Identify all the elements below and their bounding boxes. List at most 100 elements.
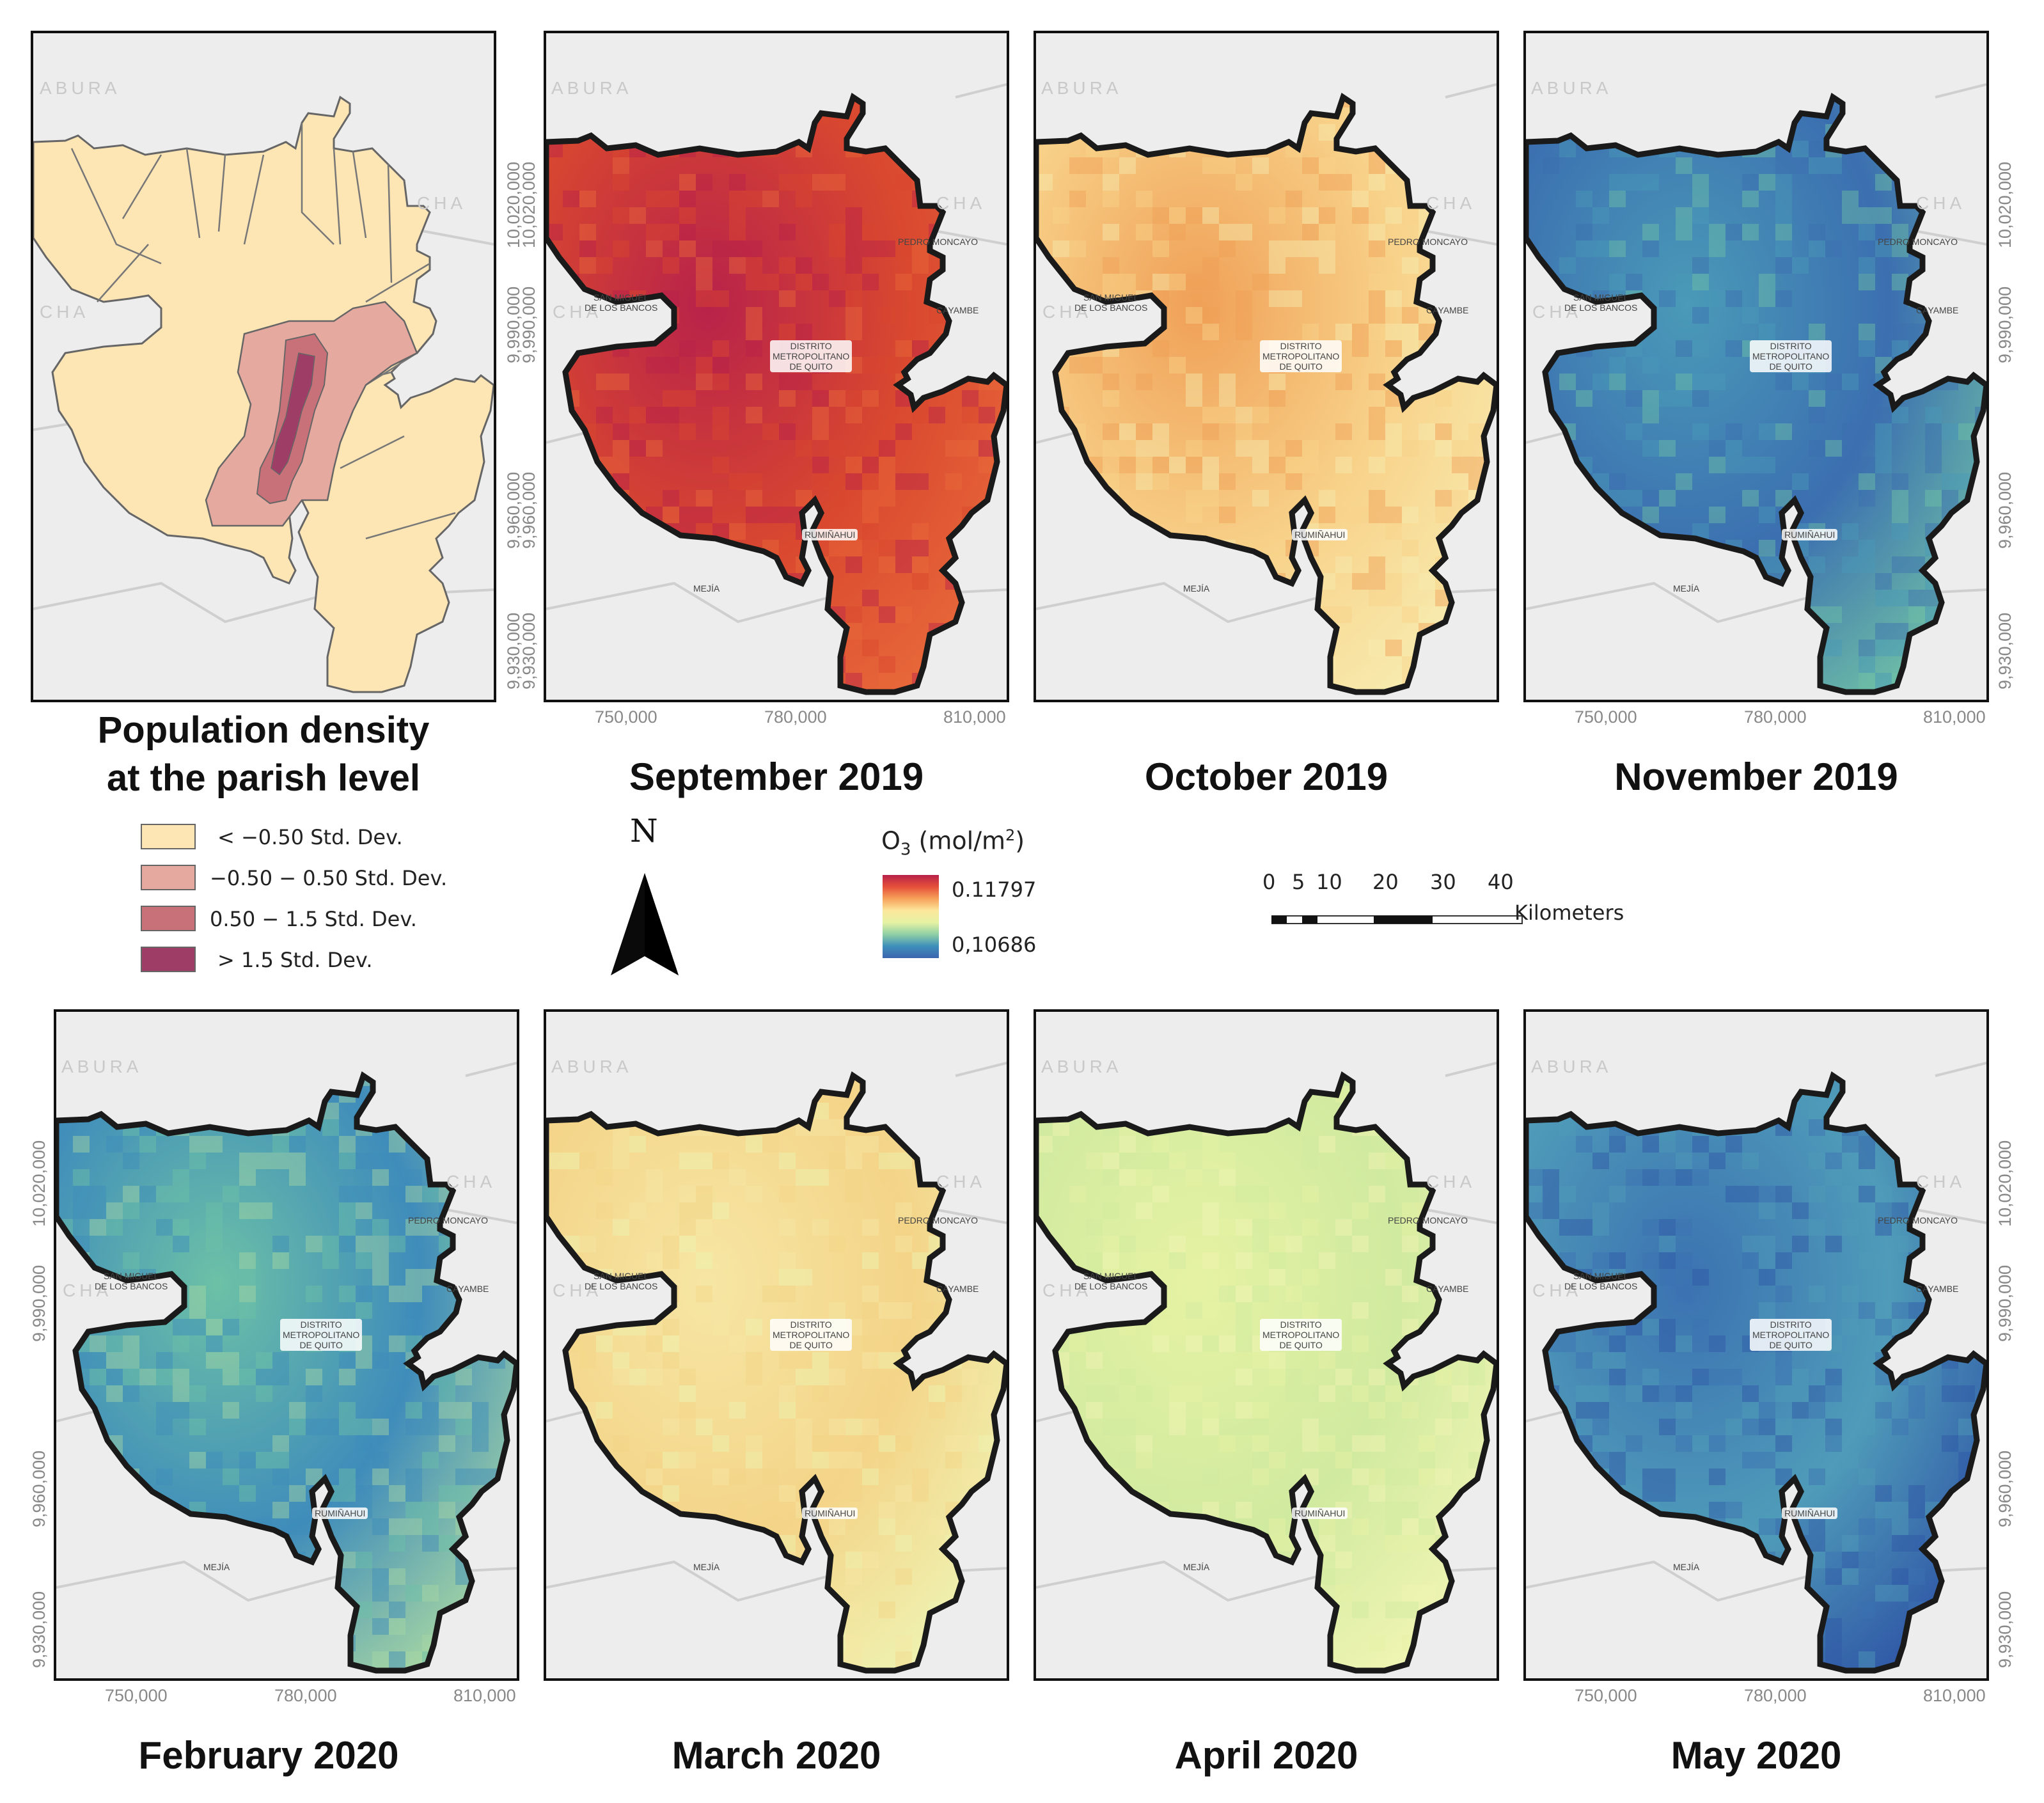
place-label-cayambe: CAYAMBE: [936, 1284, 979, 1294]
place-label-san_miguel: SAN MIGUEL DE LOS BANCOS: [95, 1271, 168, 1292]
north-arrow-icon: [611, 873, 679, 975]
place-label-cayambe: CAYAMBE: [936, 305, 979, 315]
y-tick-feb2020-2: 9,960,000: [29, 1450, 49, 1527]
cha-label: CHA: [417, 193, 467, 213]
cha-label-2: CHA: [1042, 302, 1092, 322]
y-tick-feb2020-1: 9,990,000: [29, 1264, 49, 1342]
place-label-district: DISTRITO METROPOLITANO DE QUITO: [280, 1319, 363, 1351]
y-tick-nov2019-0: 10,020,000: [1995, 161, 2015, 248]
title-may2020: May 2020: [1671, 1734, 1842, 1777]
place-label-san_miguel: SAN MIGUEL DE LOS BANCOS: [1074, 1271, 1148, 1292]
place-label-san_miguel: SAN MIGUEL DE LOS BANCOS: [1564, 292, 1638, 313]
x-tick-nov2019-0: 750,000: [1575, 707, 1637, 727]
legend-swatch-4: [141, 947, 196, 972]
abura-label-0: ABURA: [1531, 1057, 1612, 1076]
scale-tick-10: 10: [1316, 870, 1342, 894]
place-label-district: DISTRITO METROPOLITANO DE QUITO: [1750, 340, 1832, 373]
abura-label-0: ABURA: [61, 1057, 143, 1076]
cha-label-1: CHA: [1426, 193, 1476, 213]
place-label-mejia: MEJÍA: [1183, 1562, 1210, 1572]
place-label-district: DISTRITO METROPOLITANO DE QUITO: [770, 340, 853, 373]
north-label: N: [630, 812, 658, 849]
cha-label-2: CHA: [63, 1280, 113, 1300]
o3-raster-may2020: [1526, 1062, 1986, 1678]
o3-raster-mar2020: [546, 1062, 1007, 1678]
x-tick-feb2020-1: 780,000: [274, 1686, 337, 1705]
legend-swatch-3: [141, 906, 196, 931]
cha-label-1: CHA: [1916, 1172, 1966, 1192]
o3-legend-min: 0,10686: [952, 933, 1037, 957]
x-tick-nov2019-1: 780,000: [1744, 707, 1807, 727]
legend-label-1: < −0.50 Std. Dev.: [217, 825, 403, 849]
cha-label-1: CHA: [1426, 1172, 1476, 1192]
legend-label-2: −0.50 − 0.50 Std. Dev.: [210, 866, 448, 890]
y-tick-pop-2: 9,960,000: [504, 471, 523, 549]
x-tick-sep2019-0: 750,000: [595, 707, 657, 727]
abura-label-0: ABURA: [1531, 78, 1612, 98]
scale-tick-5: 5: [1292, 870, 1305, 894]
abura-label: ABURA: [40, 78, 121, 98]
place-label-san_miguel: SAN MIGUEL DE LOS BANCOS: [585, 1271, 658, 1292]
title-sep2019: September 2019: [629, 755, 924, 798]
place-label-pedro_moncayo: PEDRO MONCAYO: [898, 1215, 978, 1225]
population-map-svg: [33, 96, 494, 693]
map-panel-apr2020: ABURA CHA CHA SAN MIGUEL DE LOS BANCOS DISTR…: [1034, 1009, 1499, 1681]
title-oct2019: October 2019: [1144, 755, 1388, 798]
place-label-rumiñahui: RUMIÑAHUI: [1782, 1508, 1838, 1520]
title-feb2020: February 2020: [138, 1734, 399, 1777]
cha-label-2: CHA: [1532, 302, 1582, 322]
place-label-district: DISTRITO METROPOLITANO DE QUITO: [1750, 1319, 1832, 1351]
o3-legend-max: 0.11797: [952, 878, 1037, 902]
place-label-rumiñahui: RUMIÑAHUI: [1292, 1508, 1348, 1520]
place-label-pedro_moncayo: PEDRO MONCAYO: [898, 237, 978, 247]
cha-label-1: CHA: [936, 193, 986, 213]
y-tick-may2020-0: 10,020,000: [1995, 1140, 2015, 1227]
place-label-pedro_moncayo: PEDRO MONCAYO: [408, 1215, 488, 1225]
place-label-mejia: MEJÍA: [693, 583, 720, 594]
place-label-rumiñahui: RUMIÑAHUI: [802, 529, 858, 541]
cha-label-2: CHA: [1042, 1280, 1092, 1300]
place-label-pedro_moncayo: PEDRO MONCAYO: [1878, 1215, 1958, 1225]
cha-label-1: CHA: [1916, 193, 1966, 213]
legend-label-3: 0.50 − 1.5 Std. Dev.: [210, 907, 417, 931]
x-tick-may2020-1: 780,000: [1744, 1686, 1807, 1705]
x-tick-sep2019-1: 780,000: [764, 707, 827, 727]
x-tick-nov2019-2: 810,000: [1923, 707, 1986, 727]
abura-label-0: ABURA: [1041, 78, 1122, 98]
place-label-pedro_moncayo: PEDRO MONCAYO: [1388, 237, 1468, 247]
abura-label-0: ABURA: [551, 78, 633, 98]
place-label-mejia: MEJÍA: [693, 1562, 720, 1572]
x-tick-may2020-2: 810,000: [1923, 1686, 1986, 1705]
place-label-pedro_moncayo: PEDRO MONCAYO: [1388, 1215, 1468, 1225]
y-tick-pop-0: 10,020,000: [504, 161, 523, 248]
legend-swatch-2: [141, 865, 196, 890]
o3-raster-feb2020: [56, 1062, 517, 1678]
o3-colorbar: [883, 875, 939, 958]
place-label-rumiñahui: RUMIÑAHUI: [312, 1508, 368, 1520]
map-panel-mar2020: ABURA CHA CHA SAN MIGUEL DE LOS BANCOS DISTR…: [544, 1009, 1009, 1681]
y-tick-pop-3: 9,930,000: [504, 612, 523, 689]
map-panel-may2020: ABURA CHA CHA SAN MIGUEL DE LOS BANCOS DISTR…: [1523, 1009, 1989, 1681]
place-label-mejia: MEJÍA: [1673, 1562, 1700, 1572]
place-label-pedro_moncayo: PEDRO MONCAYO: [1878, 237, 1958, 247]
y-tick-pop-1: 9,990,000: [504, 286, 523, 363]
map-panel-oct2019: ABURA CHA CHA SAN MIGUEL DE LOS BANCOS DISTR…: [1034, 31, 1499, 702]
title-apr2020: April 2020: [1174, 1734, 1358, 1777]
y-tick-nov2019-2: 9,960,000: [1995, 471, 2015, 549]
place-label-district: DISTRITO METROPOLITANO DE QUITO: [770, 1319, 853, 1351]
y-tick-may2020-3: 9,930,000: [1995, 1591, 2015, 1668]
place-label-rumiñahui: RUMIÑAHUI: [1292, 529, 1348, 541]
place-label-cayambe: CAYAMBE: [446, 1284, 489, 1294]
place-label-mejia: MEJÍA: [1183, 583, 1210, 594]
place-label-mejia: MEJÍA: [1673, 583, 1700, 594]
map-panel-nov2019: ABURA CHA CHA SAN MIGUEL DE LOS BANCOS DISTR…: [1523, 31, 1989, 702]
place-label-rumiñahui: RUMIÑAHUI: [1782, 529, 1838, 541]
place-label-san_miguel: SAN MIGUEL DE LOS BANCOS: [1074, 292, 1148, 313]
cha-label-1: CHA: [446, 1172, 496, 1192]
y-tick-feb2020-0: 10,020,000: [29, 1140, 49, 1227]
y-tick-feb2020-3: 9,930,000: [29, 1591, 49, 1668]
place-label-district: DISTRITO METROPOLITANO DE QUITO: [1260, 340, 1342, 373]
legend-label-4: > 1.5 Std. Dev.: [217, 948, 373, 972]
y-tick-may2020-1: 9,990,000: [1995, 1264, 2015, 1342]
cha-label-1: CHA: [936, 1172, 986, 1192]
